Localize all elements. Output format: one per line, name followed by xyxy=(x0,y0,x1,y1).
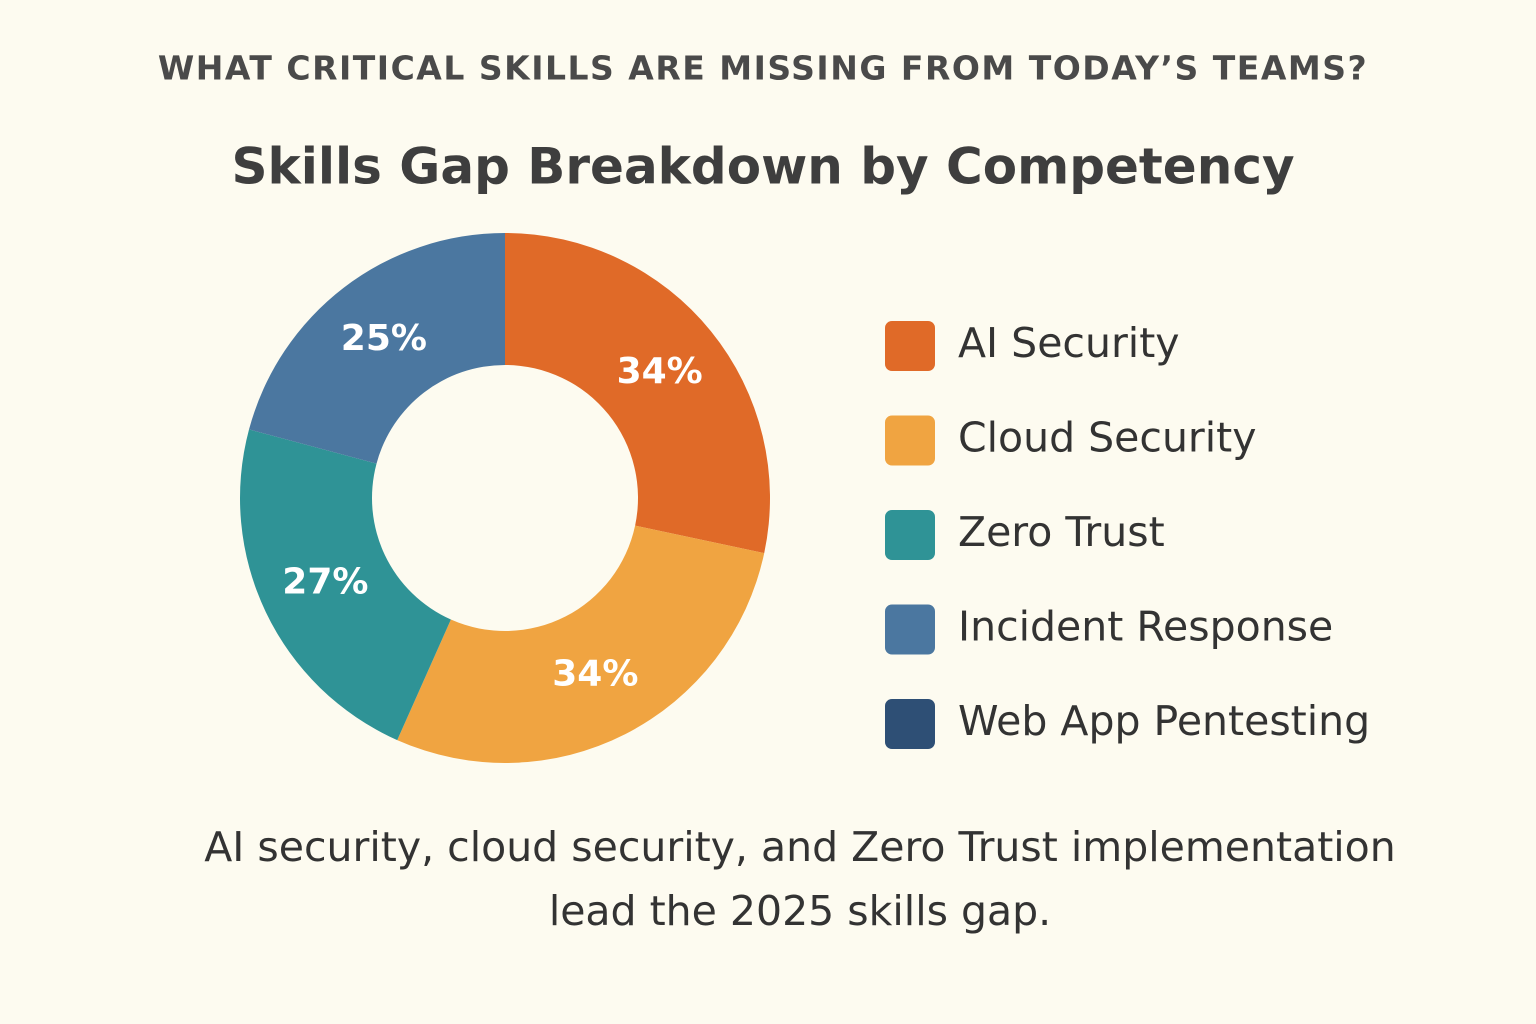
value-label: 34% xyxy=(617,351,703,392)
legend-label: Web App Pentesting xyxy=(958,697,1370,745)
value-label: 25% xyxy=(341,318,427,359)
legend-label: Cloud Security xyxy=(958,414,1257,462)
legend-label: AI Security xyxy=(958,319,1180,367)
donut-slice xyxy=(505,233,770,554)
donut-slice xyxy=(397,525,765,763)
legend-swatch xyxy=(885,321,935,371)
chart-title: Skills Gap Breakdown by Competency xyxy=(231,138,1294,196)
caption: AI security, cloud security, and Zero Tr… xyxy=(204,823,1396,935)
kicker: WHAT CRITICAL SKILLS ARE MISSING FROM TO… xyxy=(158,49,1368,88)
value-label: 34% xyxy=(552,653,638,694)
legend-swatch xyxy=(885,699,935,749)
legend-label: Incident Response xyxy=(958,603,1333,651)
donut-slice xyxy=(249,233,505,464)
legend-swatch xyxy=(885,604,935,655)
value-label: 27% xyxy=(282,562,368,603)
legend-swatch xyxy=(885,415,935,466)
legend-swatch xyxy=(885,510,935,560)
legend-label: Zero Trust xyxy=(958,508,1165,556)
donut-slice xyxy=(239,429,451,741)
